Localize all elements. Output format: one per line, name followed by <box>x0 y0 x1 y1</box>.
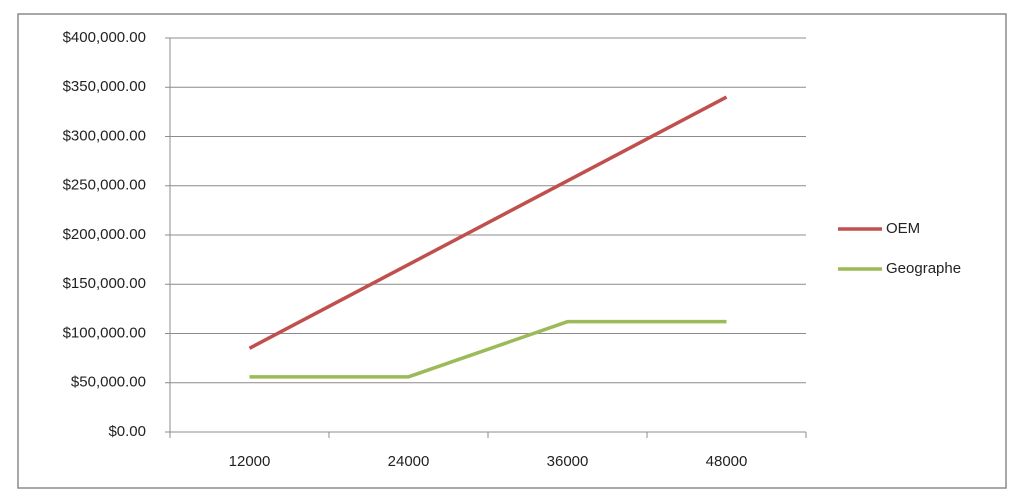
x-tick-label: 36000 <box>547 453 589 470</box>
x-tick-label: 24000 <box>388 453 430 470</box>
y-tick-label: $50,000.00 <box>71 374 146 391</box>
y-tick-label: $100,000.00 <box>63 324 146 341</box>
legend-label: Geographe <box>886 260 961 277</box>
y-tick-label: $200,000.00 <box>63 226 146 243</box>
legend-label: OEM <box>886 220 920 237</box>
y-tick-label: $0.00 <box>108 423 146 440</box>
x-tick-label: 48000 <box>706 453 748 470</box>
y-tick-label: $400,000.00 <box>63 29 146 46</box>
series-line <box>249 319 727 379</box>
y-tick-label: $250,000.00 <box>63 177 146 194</box>
x-tick-label: 12000 <box>229 453 271 470</box>
y-tick-label: $150,000.00 <box>63 275 146 292</box>
series-line <box>248 95 728 350</box>
y-tick-label: $300,000.00 <box>63 127 146 144</box>
y-tick-label: $350,000.00 <box>63 78 146 95</box>
chart-border <box>17 13 1007 489</box>
